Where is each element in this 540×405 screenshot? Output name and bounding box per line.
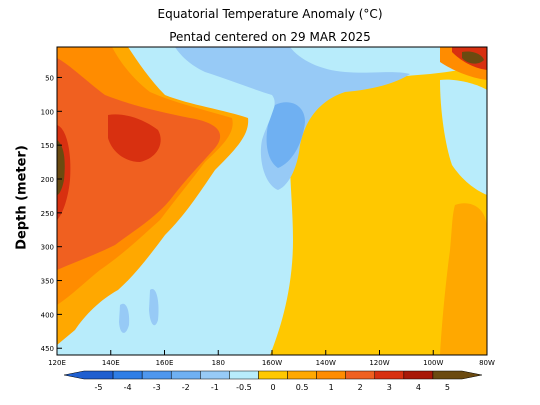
chart-subtitle: Pentad centered on 29 MAR 2025: [169, 30, 371, 44]
colorbar-tick-label: -4: [124, 383, 132, 392]
colorbar-swatch: [345, 370, 376, 380]
colorbar-tick-label: 3: [387, 383, 392, 392]
chart-title: Equatorial Temperature Anomaly (°C): [157, 7, 383, 21]
colorbar-tick-label: -0.5: [236, 383, 252, 392]
x-tick-label: 140E: [102, 359, 120, 367]
colorbar: -5 -4 -3 -2 -1 -0.5 0 0.5 1 2 3 4 5: [63, 370, 483, 392]
colorbar-swatch: [229, 370, 259, 380]
colorbar-tick-label: 1: [329, 383, 334, 392]
x-tick-label: 120E: [48, 359, 66, 367]
x-tick-label: 160W: [262, 359, 282, 367]
colorbar-swatch: [112, 370, 143, 380]
x-tick-label: 80W: [479, 359, 495, 367]
field-warm-west-4: [57, 140, 65, 195]
colorbar-swatch: [258, 370, 288, 380]
colorbar-tick-label: 2: [358, 383, 363, 392]
colorbar-tick-label: 5: [445, 383, 450, 392]
y-tick-label: 300: [41, 244, 54, 252]
x-tick-label: 100W: [423, 359, 443, 367]
colorbar-tick-label: 0.5: [296, 383, 309, 392]
field-cold-deep-2: [149, 289, 159, 326]
field-east-surface-5: [462, 51, 484, 64]
colorbar-tick-label: -3: [153, 383, 161, 392]
colorbar-swatch: [374, 370, 405, 380]
colorbar-swatch: [403, 370, 434, 380]
colorbar-tick-label: -5: [95, 383, 103, 392]
field-cold-2: [266, 102, 305, 168]
colorbar-swatch: [200, 370, 230, 380]
colorbar-tick-label: -2: [182, 383, 190, 392]
y-tick-label: 100: [41, 108, 54, 116]
colorbar-swatch: [316, 370, 346, 380]
colorbar-swatch: [141, 370, 172, 380]
y-tick-label: 400: [41, 311, 54, 319]
colorbar-swatch: [287, 370, 317, 380]
colorbar-swatch: [432, 370, 483, 380]
x-tick-label: 140W: [316, 359, 336, 367]
field-warm-west-3: [108, 114, 161, 162]
x-axis: 120E 140E 160E 180 160W 140W 120W 100W 80W: [48, 350, 495, 367]
field-east-cold: [440, 79, 487, 195]
colorbar-tick-label: -1: [211, 383, 219, 392]
x-tick-label: 180: [212, 359, 225, 367]
y-tick-label: 450: [41, 345, 54, 353]
y-tick-label: 350: [41, 278, 54, 286]
y-tick-label: 250: [41, 210, 54, 218]
x-tick-label: 160E: [156, 359, 174, 367]
y-axis: 50 100 150 200 250 300 350 400 450: [41, 74, 62, 353]
y-tick-label: 50: [45, 74, 54, 82]
y-tick-label: 150: [41, 142, 54, 150]
anomaly-field: [57, 47, 487, 355]
field-warm-west-2: [57, 58, 221, 270]
colorbar-swatch: [170, 370, 201, 380]
field-cold-deep: [119, 303, 130, 333]
field-east-deep-05: [440, 203, 487, 355]
x-tick-label: 120W: [369, 359, 389, 367]
colorbar-tick-label: 4: [416, 383, 421, 392]
y-tick-label: 200: [41, 176, 54, 184]
colorbar-tick-label: 0: [270, 383, 275, 392]
colorbar-swatch: [63, 370, 114, 380]
